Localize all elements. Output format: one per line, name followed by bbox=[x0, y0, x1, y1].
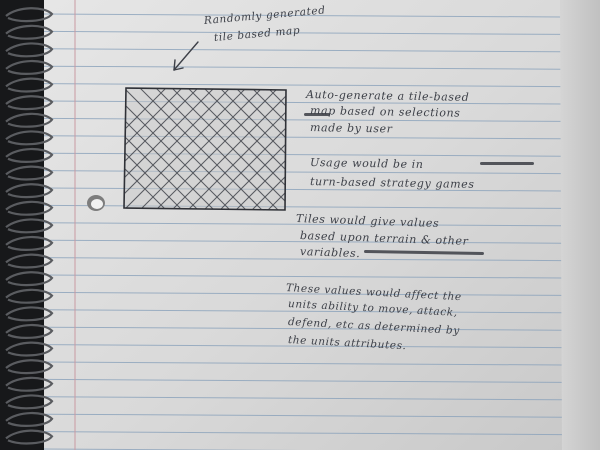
note-2-line-1: Usage would be in bbox=[309, 156, 424, 171]
ruled-line bbox=[44, 291, 562, 296]
ruled-line bbox=[44, 396, 562, 401]
hatch-line bbox=[124, 88, 171, 210]
ruled-line bbox=[44, 361, 562, 366]
spiral-ring bbox=[5, 183, 54, 199]
hatch-line bbox=[124, 88, 251, 210]
hatch-line bbox=[135, 88, 267, 210]
spiral-ring bbox=[5, 359, 54, 375]
ruled-line bbox=[44, 117, 562, 122]
spiral-ring bbox=[5, 376, 54, 392]
ruled-line bbox=[44, 65, 562, 70]
ruled-line bbox=[44, 344, 562, 349]
ruled-line bbox=[44, 204, 562, 209]
hatch-line bbox=[231, 88, 286, 210]
hatch-line bbox=[124, 88, 235, 210]
hatch-line bbox=[247, 88, 286, 210]
ruled-line bbox=[44, 30, 562, 35]
note-3-line-3: variables. bbox=[299, 245, 361, 261]
spiral-ring bbox=[5, 218, 54, 234]
ruled-lines bbox=[44, 13, 562, 450]
spiral-ring bbox=[5, 200, 54, 216]
note-2-line-2: turn-based strategy games bbox=[309, 175, 475, 191]
note-1-line-1: Auto-generate a tile-based bbox=[305, 88, 470, 104]
ruled-line bbox=[44, 152, 562, 157]
hatch-line bbox=[199, 88, 286, 210]
ruled-line bbox=[44, 135, 562, 140]
spiral-ring bbox=[5, 271, 54, 287]
spiral-ring bbox=[5, 323, 54, 339]
hatch-line bbox=[231, 88, 286, 210]
ruled-line bbox=[44, 187, 562, 192]
spiral-ring bbox=[5, 394, 54, 410]
spiral-ring bbox=[5, 235, 54, 251]
ruled-line bbox=[44, 309, 562, 314]
ruled-line bbox=[44, 222, 562, 227]
spiral-ring bbox=[5, 253, 54, 269]
spiral-ring bbox=[5, 42, 54, 58]
spiral-ring bbox=[5, 95, 54, 111]
ruled-line bbox=[44, 83, 562, 88]
ruled-line bbox=[44, 274, 562, 279]
spiral-ring bbox=[5, 147, 54, 163]
spiral-ring bbox=[5, 341, 54, 357]
ruled-line bbox=[44, 239, 562, 244]
punch-hole bbox=[87, 195, 105, 211]
spiral-ring bbox=[5, 165, 54, 181]
hatch-line bbox=[124, 88, 171, 210]
ruled-line bbox=[44, 431, 562, 436]
spiral-ring bbox=[5, 7, 54, 23]
ruled-line bbox=[44, 13, 562, 18]
caption-arrow bbox=[173, 41, 199, 71]
crossed-out-word bbox=[480, 162, 534, 165]
spiral-ring bbox=[5, 130, 54, 146]
hatch-line bbox=[215, 88, 286, 210]
hatch-line bbox=[151, 88, 283, 210]
hatch-line bbox=[247, 88, 286, 210]
hatch-line bbox=[124, 88, 219, 210]
ruled-line bbox=[44, 48, 562, 53]
spiral-ring bbox=[5, 288, 54, 304]
ruled-line bbox=[44, 257, 562, 262]
spiral-ring bbox=[5, 306, 54, 322]
hatch-line bbox=[167, 88, 286, 210]
spiral-ring bbox=[5, 411, 54, 427]
hatch-line bbox=[124, 88, 187, 210]
ruled-line bbox=[44, 378, 562, 383]
ruled-line bbox=[44, 326, 562, 331]
hatch-line bbox=[124, 88, 187, 210]
note-1-line-3: made by user bbox=[309, 121, 393, 136]
spiral-ring bbox=[5, 429, 54, 445]
spiral-binding bbox=[0, 0, 54, 450]
spiral-ring bbox=[5, 77, 54, 93]
ruled-line bbox=[44, 413, 562, 418]
spiral-ring bbox=[5, 24, 54, 40]
spiral-ring bbox=[5, 59, 54, 75]
crossed-out-word bbox=[304, 113, 330, 116]
hatch-line bbox=[183, 88, 286, 210]
tile-map-sketch bbox=[123, 87, 287, 211]
hatch-line bbox=[124, 88, 203, 210]
spiral-ring bbox=[5, 112, 54, 128]
note-1-line-2: map based on selections bbox=[309, 104, 461, 120]
ruled-line bbox=[44, 100, 562, 105]
